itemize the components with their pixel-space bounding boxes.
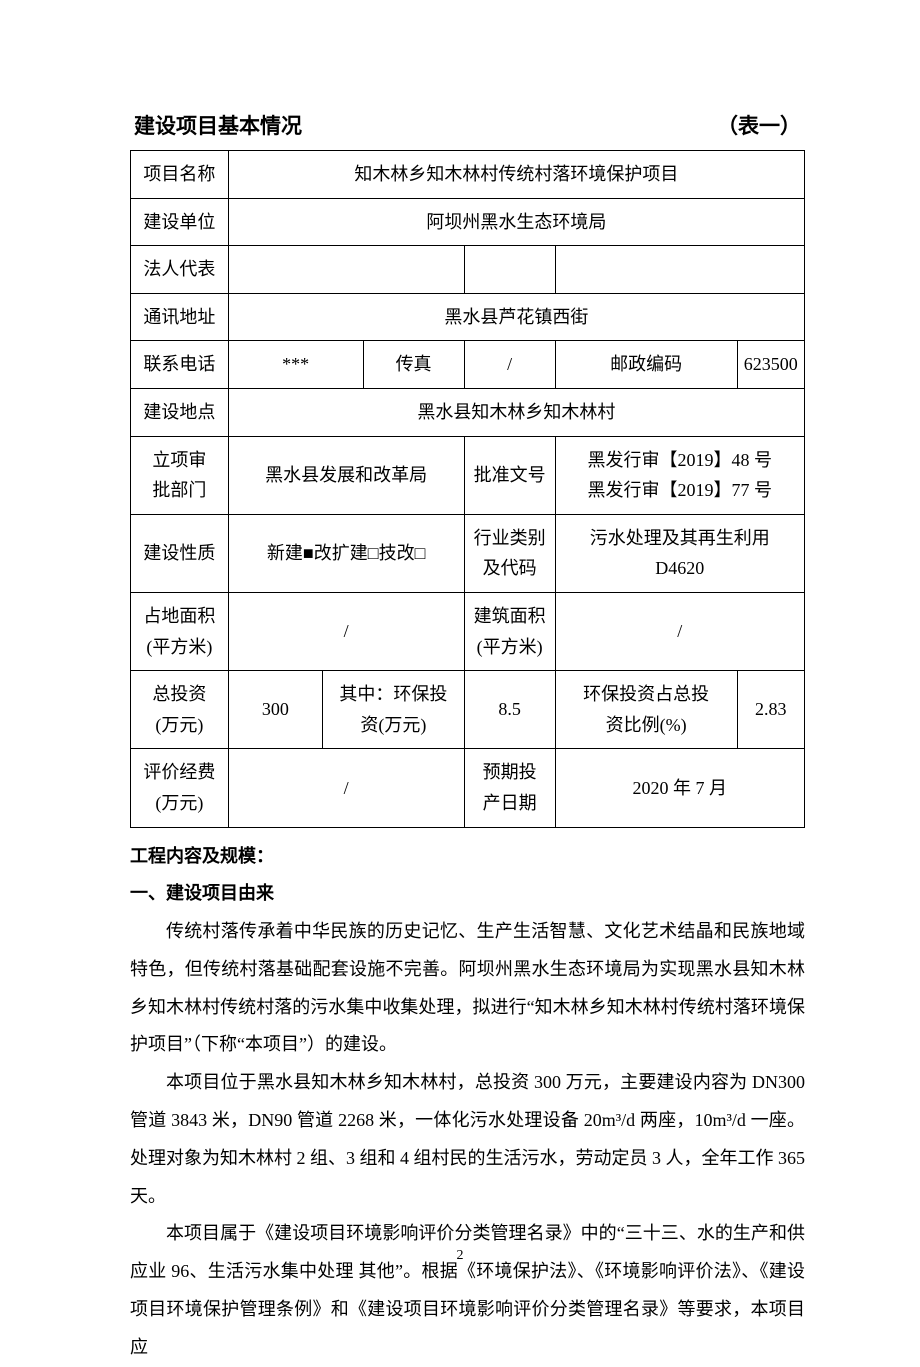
table-row: 联系电话 *** 传真 / 邮政编码 623500 — [131, 341, 805, 389]
text: 行业类别 — [474, 528, 546, 548]
document-page: 建设项目基本情况 （表一） 项目名称 知木林乡知木林村传统村落环境保护项目 建设… — [0, 0, 920, 1302]
cell-value: 623500 — [737, 341, 804, 389]
cell-value: / — [228, 592, 464, 670]
cell-value: 知木林乡知木林村传统村落环境保护项目 — [228, 151, 804, 199]
cell-label: 批准文号 — [464, 436, 555, 514]
cell-value — [228, 246, 464, 294]
table-row: 通讯地址 黑水县芦花镇西街 — [131, 293, 805, 341]
table-row: 建设性质 新建■改扩建□技改□ 行业类别 及代码 污水处理及其再生利用 D462… — [131, 514, 805, 592]
cell-value: 污水处理及其再生利用 D4620 — [555, 514, 804, 592]
cell-value: 黑水县芦花镇西街 — [228, 293, 804, 341]
cell-label: 评价经费 (万元) — [131, 749, 229, 827]
text: (平方米) — [146, 637, 212, 657]
page-title: 建设项目基本情况 — [134, 110, 302, 140]
table-row: 总投资 (万元) 300 其中：环保投 资(万元) 8.5 环保投资占总投 资比… — [131, 671, 805, 749]
cell-label: 其中：环保投 资(万元) — [323, 671, 465, 749]
table-row: 建设单位 阿坝州黑水生态环境局 — [131, 198, 805, 246]
cell-value: 2.83 — [737, 671, 804, 749]
text: 及代码 — [483, 558, 537, 578]
table-row: 法人代表 — [131, 246, 805, 294]
cell-label: 预期投 产日期 — [464, 749, 555, 827]
table-row: 建设地点 黑水县知木林乡知木林村 — [131, 388, 805, 436]
body-text: 工程内容及规模： 一、建设项目由来 传统村落传承着中华民族的历史记忆、生产生活智… — [130, 838, 805, 1367]
cell-value: *** — [228, 341, 363, 389]
paragraph: 本项目位于黑水县知木林乡知木林村，总投资 300 万元，主要建设内容为 DN30… — [130, 1064, 805, 1215]
cell-label: 项目名称 — [131, 151, 229, 199]
cell-value: 黑发行审【2019】48 号 黑发行审【2019】77 号 — [555, 436, 804, 514]
cell-label: 占地面积 (平方米) — [131, 592, 229, 670]
cell-value: / — [464, 341, 555, 389]
table-number: （表一） — [717, 110, 801, 140]
cell-value — [464, 246, 555, 294]
cell-label: 邮政编码 — [555, 341, 737, 389]
section-heading: 一、建设项目由来 — [130, 875, 805, 913]
text: 占地面积 — [143, 606, 215, 626]
paragraph: 本项目属于《建设项目环境影响评价分类管理名录》中的“三十三、水的生产和供应业 9… — [130, 1215, 805, 1366]
text: 环保投资占总投 — [583, 684, 709, 704]
table-row: 项目名称 知木林乡知木林村传统村落环境保护项目 — [131, 151, 805, 199]
cell-label: 行业类别 及代码 — [464, 514, 555, 592]
text: 资比例(%) — [606, 715, 687, 735]
cell-value: 阿坝州黑水生态环境局 — [228, 198, 804, 246]
cell-label: 建设性质 — [131, 514, 229, 592]
text: 黑发行审【2019】48 号 — [588, 450, 773, 470]
cell-label: 建设单位 — [131, 198, 229, 246]
section-heading: 工程内容及规模： — [130, 838, 805, 876]
text: 其中：环保投 — [339, 684, 447, 704]
cell-label: 法人代表 — [131, 246, 229, 294]
cell-value: / — [555, 592, 804, 670]
cell-label: 通讯地址 — [131, 293, 229, 341]
text: 资(万元) — [360, 715, 426, 735]
cell-value — [555, 246, 804, 294]
text: 产日期 — [483, 793, 537, 813]
text: 黑发行审【2019】77 号 — [588, 480, 773, 500]
text: (万元) — [155, 793, 203, 813]
cell-label: 总投资 (万元) — [131, 671, 229, 749]
cell-value: 8.5 — [464, 671, 555, 749]
text: 评价经费 — [143, 762, 215, 782]
cell-value: 2020 年 7 月 — [555, 749, 804, 827]
text: 污水处理及其再生利用 — [590, 528, 770, 548]
text: (万元) — [155, 715, 203, 735]
paragraph: 传统村落传承着中华民族的历史记忆、生产生活智慧、文化艺术结晶和民族地域特色，但传… — [130, 913, 805, 1064]
cell-label: 传真 — [363, 341, 464, 389]
cell-label: 联系电话 — [131, 341, 229, 389]
page-number: 2 — [0, 1248, 920, 1264]
text: 总投资 — [152, 684, 206, 704]
cell-value: 黑水县知木林乡知木林村 — [228, 388, 804, 436]
cell-label: 建筑面积 (平方米) — [464, 592, 555, 670]
text: D4620 — [655, 558, 704, 578]
table-row: 立项审 批部门 黑水县发展和改革局 批准文号 黑发行审【2019】48 号 黑发… — [131, 436, 805, 514]
info-table: 项目名称 知木林乡知木林村传统村落环境保护项目 建设单位 阿坝州黑水生态环境局 … — [130, 150, 805, 828]
cell-value: / — [228, 749, 464, 827]
table-row: 评价经费 (万元) / 预期投 产日期 2020 年 7 月 — [131, 749, 805, 827]
cell-value: 300 — [228, 671, 322, 749]
cell-label: 立项审 批部门 — [131, 436, 229, 514]
cell-value: 新建■改扩建□技改□ — [228, 514, 464, 592]
text: (平方米) — [477, 637, 543, 657]
header-row: 建设项目基本情况 （表一） — [130, 110, 805, 140]
text: 批部门 — [152, 480, 206, 500]
text: 预期投 — [483, 762, 537, 782]
text: 立项审 — [152, 450, 206, 470]
cell-label: 环保投资占总投 资比例(%) — [555, 671, 737, 749]
cell-value: 黑水县发展和改革局 — [228, 436, 464, 514]
text: 建筑面积 — [474, 606, 546, 626]
cell-label: 建设地点 — [131, 388, 229, 436]
table-row: 占地面积 (平方米) / 建筑面积 (平方米) / — [131, 592, 805, 670]
